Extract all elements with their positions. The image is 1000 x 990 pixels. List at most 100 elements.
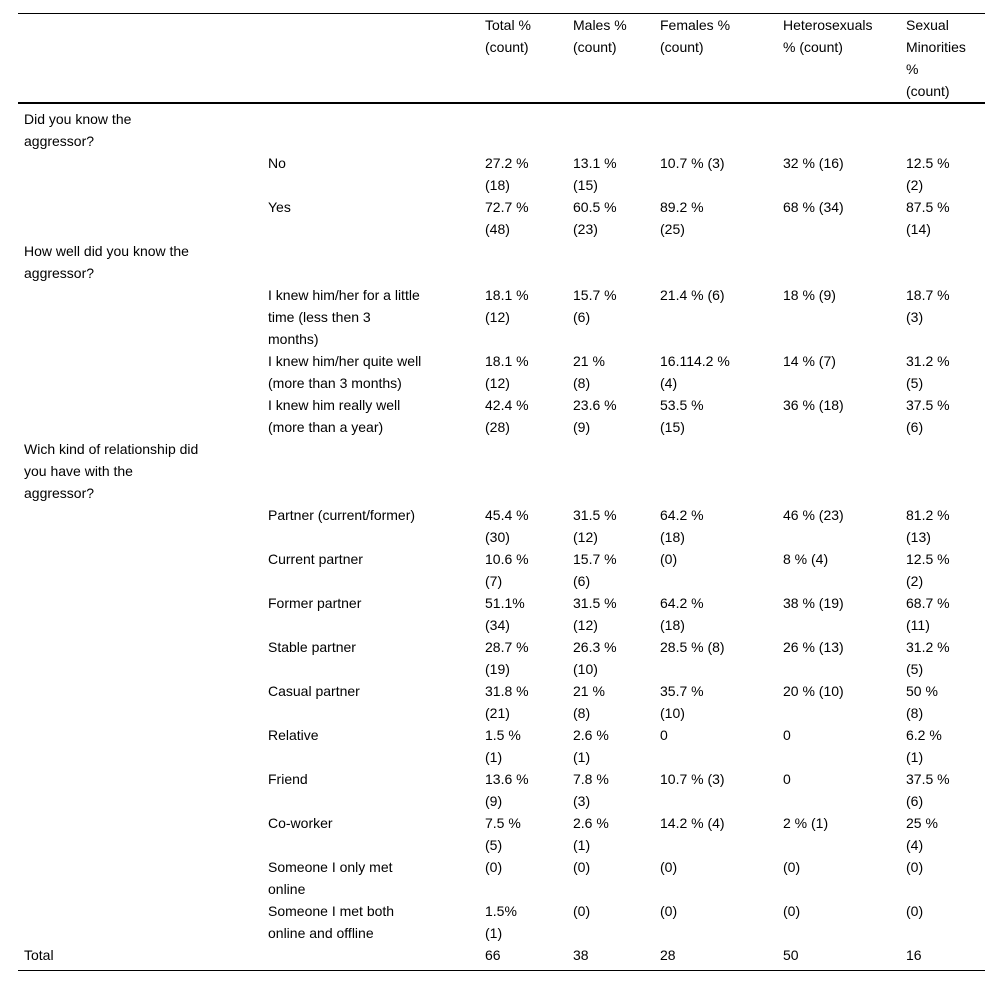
question-cell [18, 768, 268, 812]
value-cell-females: 21.4 % (6) [660, 287, 725, 303]
value-cell-total: 10.6 % (7) [485, 551, 529, 589]
table-row: Yes 72.7 % (48) 60.5 % (23) 89.2 % (25) … [18, 196, 985, 240]
value-cell-females: 64.2 % (18) [660, 595, 704, 633]
value-cell-females: 28 [660, 947, 676, 963]
table-row: Someone I met both online and offline 1.… [18, 900, 985, 944]
value-cell-sexual-minorities: 37.5 % (6) [906, 397, 950, 435]
question-cell [18, 680, 268, 724]
value-cell-females: 89.2 % (25) [660, 199, 704, 237]
value-cell-sexual-minorities: 25 % (4) [906, 815, 938, 853]
table-row: Stable partner 28.7 % (19) 26.3 % (10) 2… [18, 636, 985, 680]
question-cell [18, 856, 268, 900]
question-cell: Wich kind of relationship did you have w… [24, 441, 199, 501]
value-cell-sexual-minorities: (0) [906, 859, 924, 875]
question-cell [18, 504, 268, 548]
value-cell-sexual-minorities: 31.2 % (5) [906, 353, 950, 391]
value-cell-males [573, 103, 660, 152]
column-header-option [268, 13, 485, 104]
value-cell-males: 2.6 % (1) [573, 815, 609, 853]
results-table-container: Total % (count) Males % (count) Females … [18, 13, 985, 971]
value-cell-total: 7.5 % (5) [485, 815, 521, 853]
column-header-females: Females % (count) [660, 13, 783, 104]
value-cell-males: 15.7 % (6) [573, 287, 617, 325]
value-cell-females [660, 103, 783, 152]
value-cell-sexual-minorities: 31.2 % (5) [906, 639, 950, 677]
value-cell-total: 42.4 % (28) [485, 397, 529, 435]
value-cell-sexual-minorities [906, 103, 985, 152]
value-cell-females: (0) [660, 903, 678, 919]
question-cell: Did you know the aggressor? [24, 111, 132, 149]
value-cell-sexual-minorities: 18.7 % (3) [906, 287, 950, 325]
value-cell-total: 27.2 % (18) [485, 155, 529, 193]
column-header-males: Males % (count) [573, 13, 660, 104]
option-cell: No [268, 155, 286, 171]
table-row: Casual partner 31.8 % (21) 21 % (8) 35.7… [18, 680, 985, 724]
value-cell-sexual-minorities: (0) [906, 903, 924, 919]
value-cell-total: (0) [485, 859, 503, 875]
value-cell-males: (0) [573, 903, 591, 919]
value-cell-males: 7.8 % (3) [573, 771, 609, 809]
value-cell-males [573, 438, 660, 504]
value-cell-females [660, 240, 783, 284]
value-cell-sexual-minorities: 81.2 % (13) [906, 507, 950, 545]
table-row: Friend 13.6 % (9) 7.8 % (3) 10.7 % (3) 0… [18, 768, 985, 812]
value-cell-sexual-minorities: 6.2 % (1) [906, 727, 942, 765]
option-cell: Current partner [268, 551, 363, 567]
value-cell-total: 13.6 % (9) [485, 771, 529, 809]
option-cell: Stable partner [268, 639, 356, 655]
value-cell-total: 18.1 % (12) [485, 353, 529, 391]
value-cell-females: (0) [660, 859, 678, 875]
option-cell: I knew him/her quite well (more than 3 m… [268, 353, 422, 391]
value-cell-heterosexuals [783, 438, 906, 504]
value-cell-males: (0) [573, 859, 591, 875]
value-cell-total: 66 [485, 947, 501, 963]
option-cell [268, 438, 485, 504]
question-cell [18, 592, 268, 636]
value-cell-heterosexuals: 46 % (23) [783, 507, 844, 523]
question-cell: How well did you know the aggressor? [24, 243, 189, 281]
value-cell-sexual-minorities: 50 % (8) [906, 683, 938, 721]
option-cell [268, 944, 485, 971]
value-cell-females: 10.7 % (3) [660, 771, 725, 787]
value-cell-females: 53.5 % (15) [660, 397, 704, 435]
question-cell [18, 900, 268, 944]
table-body: Did you know the aggressor? No 27.2 % (1… [18, 103, 985, 971]
results-table: Total % (count) Males % (count) Females … [18, 13, 985, 971]
option-cell: Co-worker [268, 815, 333, 831]
table-row: No 27.2 % (18) 13.1 % (15) 10.7 % (3) 32… [18, 152, 985, 196]
value-cell-sexual-minorities: 12.5 % (2) [906, 155, 950, 193]
column-header-heterosexuals: Heterosexuals % (count) [783, 13, 906, 104]
option-cell: Relative [268, 727, 319, 743]
table-row: Someone I only met online (0) (0) (0) (0… [18, 856, 985, 900]
column-header-question [18, 13, 268, 104]
value-cell-females: 14.2 % (4) [660, 815, 725, 831]
value-cell-heterosexuals: 36 % (18) [783, 397, 844, 413]
value-cell-sexual-minorities [906, 438, 985, 504]
table-row: Wich kind of relationship did you have w… [18, 438, 985, 504]
value-cell-total: 72.7 % (48) [485, 199, 529, 237]
value-cell-sexual-minorities: 87.5 % (14) [906, 199, 950, 237]
value-cell-females: 28.5 % (8) [660, 639, 725, 655]
table-row: I knew him/her for a little time (less t… [18, 284, 985, 350]
option-cell: Friend [268, 771, 308, 787]
value-cell-total [485, 240, 573, 284]
value-cell-total: 18.1 % (12) [485, 287, 529, 325]
option-cell: Casual partner [268, 683, 360, 699]
value-cell-total [485, 103, 573, 152]
option-cell: Someone I only met online [268, 859, 393, 897]
table-row: How well did you know the aggressor? [18, 240, 985, 284]
table-row: Co-worker 7.5 % (5) 2.6 % (1) 14.2 % (4)… [18, 812, 985, 856]
question-cell [18, 636, 268, 680]
table-row: Relative 1.5 % (1) 2.6 % (1) 0 0 6.2 % (… [18, 724, 985, 768]
question-cell [18, 350, 268, 394]
value-cell-total: 31.8 % (21) [485, 683, 529, 721]
question-cell [18, 394, 268, 438]
value-cell-heterosexuals: 18 % (9) [783, 287, 836, 303]
value-cell-sexual-minorities: 12.5 % (2) [906, 551, 950, 589]
column-header-sexual-minorities: Sexual Minorities % (count) [906, 13, 985, 104]
value-cell-females: 0 [660, 727, 668, 743]
value-cell-males: 23.6 % (9) [573, 397, 617, 435]
table-row: Partner (current/former) 45.4 % (30) 31.… [18, 504, 985, 548]
column-header-total: Total % (count) [485, 13, 573, 104]
value-cell-females: 10.7 % (3) [660, 155, 725, 171]
